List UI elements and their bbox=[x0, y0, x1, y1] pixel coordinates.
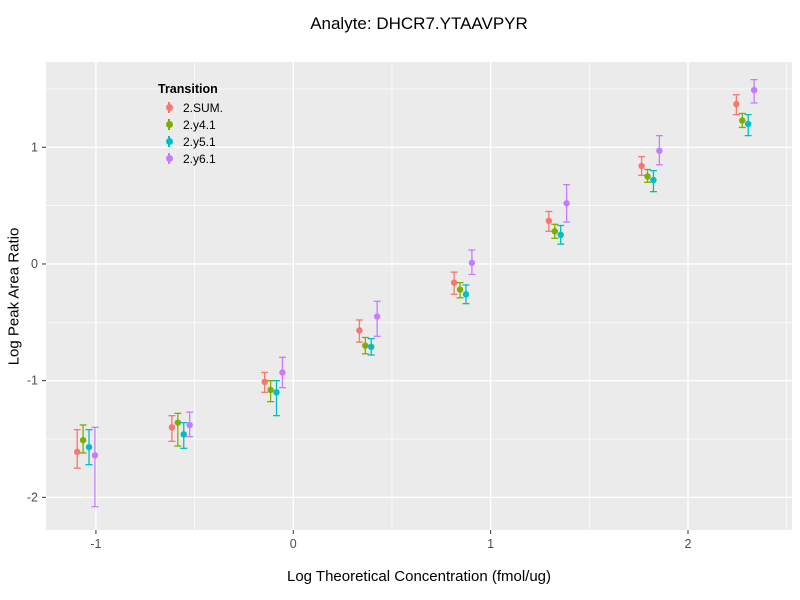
legend-item: 2.y4.1 bbox=[158, 116, 223, 133]
data-point bbox=[468, 259, 476, 267]
x-tick-label: 0 bbox=[290, 537, 297, 551]
series-2.y4.1 bbox=[79, 112, 746, 454]
data-point bbox=[73, 448, 81, 456]
legend-item-label: 2.y4.1 bbox=[183, 117, 216, 132]
legend-key-icon bbox=[158, 151, 180, 166]
data-point bbox=[739, 117, 746, 124]
data-point bbox=[650, 176, 657, 184]
data-point bbox=[91, 452, 99, 459]
y-tick-label: 1 bbox=[31, 140, 38, 154]
data-point bbox=[85, 443, 93, 451]
data-point bbox=[462, 291, 470, 298]
data-point bbox=[638, 162, 645, 170]
legend-key-dot bbox=[165, 121, 173, 128]
legend-key-dot bbox=[165, 155, 173, 162]
x-tick-label: -1 bbox=[90, 537, 101, 551]
legend-key-dot bbox=[165, 104, 173, 111]
data-point bbox=[261, 378, 268, 386]
data-point bbox=[644, 173, 651, 180]
data-point bbox=[279, 369, 286, 376]
legend-item-label: 2.SUM. bbox=[183, 100, 224, 115]
data-point bbox=[450, 279, 458, 286]
data-point bbox=[656, 147, 663, 154]
data-point bbox=[267, 386, 274, 394]
data-point bbox=[168, 424, 176, 431]
data-point bbox=[545, 217, 553, 225]
legend-key-icon bbox=[158, 117, 180, 132]
data-point bbox=[750, 86, 758, 94]
legend-item-label: 2.y5.1 bbox=[183, 134, 216, 149]
data-point bbox=[79, 436, 87, 444]
y-axis-label: Log Peak Area Ratio bbox=[5, 227, 23, 366]
data-point bbox=[744, 120, 752, 128]
series-2.y5.1 bbox=[85, 113, 752, 466]
data-point bbox=[356, 327, 363, 334]
data-point bbox=[733, 100, 740, 108]
data-point bbox=[174, 419, 182, 426]
x-axis-label: Log Theoretical Concentration (fmol/ug) bbox=[286, 568, 552, 585]
legend-key-dot bbox=[165, 138, 173, 145]
y-tick-label: 0 bbox=[31, 257, 38, 271]
y-tick-label: -2 bbox=[27, 490, 38, 504]
series-2.y6.1 bbox=[91, 78, 758, 508]
data-point bbox=[186, 421, 193, 429]
legend-key-icon bbox=[158, 134, 180, 149]
legend-item: 2.SUM. bbox=[158, 99, 223, 116]
legend-item-label: 2.y6.1 bbox=[183, 151, 216, 166]
data-point bbox=[563, 200, 570, 207]
legend: Transition 2.SUM. 2.y4.1 2.y5.1 2.y6.1 bbox=[158, 82, 223, 167]
legend-item: 2.y5.1 bbox=[158, 133, 223, 150]
data-point bbox=[273, 389, 280, 396]
data-point bbox=[557, 231, 564, 239]
data-point bbox=[368, 343, 375, 351]
data-point bbox=[551, 228, 558, 235]
data-point bbox=[362, 342, 369, 349]
chart-title: Analyte: DHCR7.YTAAVPYR bbox=[310, 14, 528, 33]
x-tick-label: 1 bbox=[487, 537, 494, 551]
data-point bbox=[180, 431, 187, 438]
data-point bbox=[456, 286, 464, 293]
legend-items: 2.SUM. 2.y4.1 2.y5.1 2.y6.1 bbox=[158, 99, 223, 167]
series-2.SUM. bbox=[73, 94, 740, 469]
data-point bbox=[373, 313, 381, 320]
legend-item: 2.y6.1 bbox=[158, 150, 223, 167]
legend-title: Transition bbox=[158, 82, 218, 96]
x-tick-label: 2 bbox=[685, 537, 692, 551]
legend-key-icon bbox=[158, 100, 180, 115]
y-tick-label: -1 bbox=[27, 374, 38, 388]
